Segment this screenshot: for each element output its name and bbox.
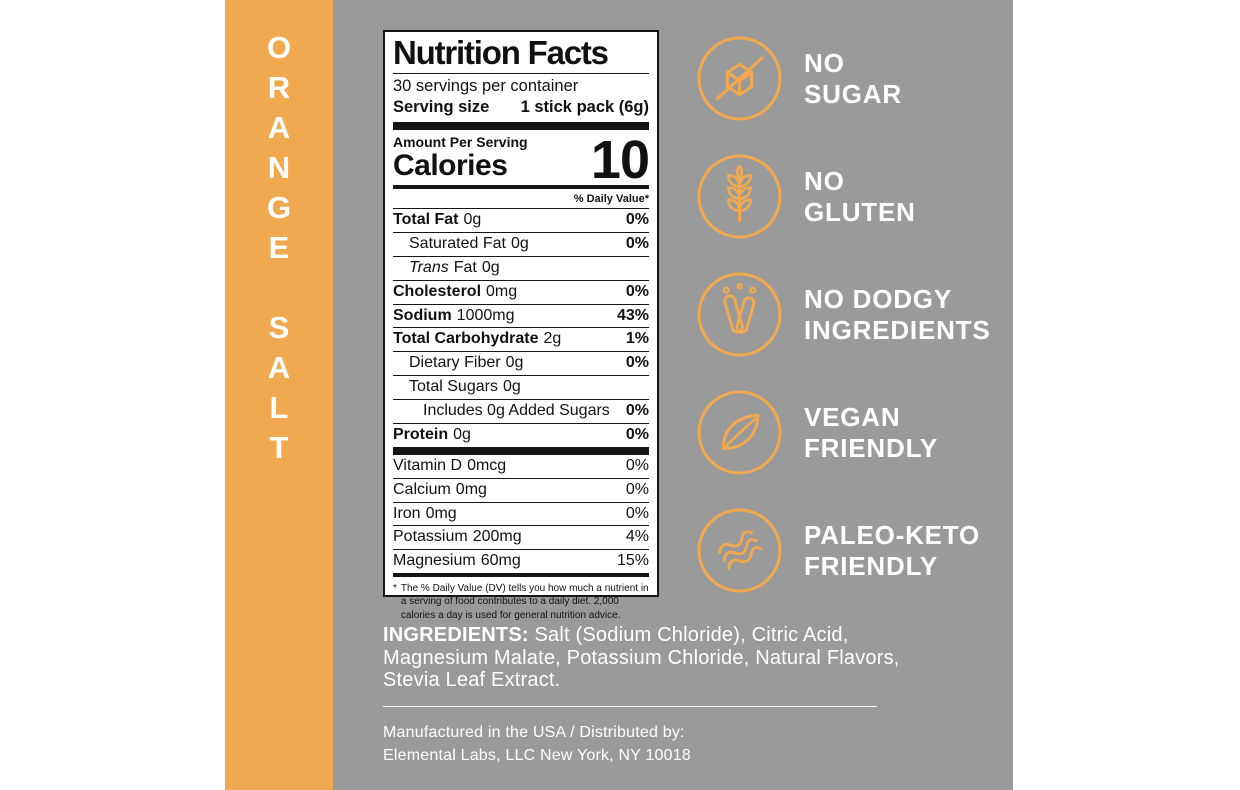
claim-badges: NO SUGAR NO GLUTEN: [697, 36, 990, 626]
flavor-name: ORANGE SALT: [261, 30, 297, 470]
no-dodgy-ingredients-icon: [697, 272, 782, 357]
paleo-keto-bacon-icon: [697, 508, 782, 593]
divider-line: [383, 706, 877, 707]
ingredients-text: INGREDIENTS: Salt (Sodium Chloride), Cit…: [383, 624, 900, 692]
footnote-asterisk: *: [393, 583, 397, 595]
nutrition-row-sodium: Sodium 1000mg 43%: [393, 305, 649, 329]
manufactured-line: Manufactured in the USA / Distributed by…: [383, 724, 685, 741]
badge-no-gluten: NO GLUTEN: [697, 154, 990, 239]
nutrition-row-protein: Protein 0g 0%: [393, 425, 649, 443]
badge-no-dodgy-ingredients: NO DODGY INGREDIENTS: [697, 272, 990, 357]
nutrition-row-potassium: Potassium 200mg 4%: [393, 526, 649, 551]
nutrition-row-trans-fat: Trans Fat 0g: [393, 257, 649, 281]
nutrition-row-calcium: Calcium 0mg 0%: [393, 479, 649, 503]
thick-divider: [393, 121, 649, 130]
distributor-line: Elemental Labs, LLC New York, NY 10018: [383, 747, 691, 765]
nutrition-row-dietary-fiber: Dietary Fiber 0g 0%: [393, 352, 649, 377]
medium-divider: [393, 573, 649, 578]
badge-label: NO GLUTEN: [804, 165, 916, 227]
flavor-stripe: ORANGE SALT: [225, 0, 333, 790]
badge-label: VEGAN FRIENDLY: [804, 401, 939, 463]
badge-no-sugar: NO SUGAR: [697, 36, 990, 121]
nutrition-row-iron: Iron 0mg 0%: [393, 503, 649, 527]
nutrition-row-total-sugars: Total Sugars 0g: [393, 376, 649, 401]
serving-size-label: Serving size: [393, 97, 490, 116]
nutrition-row-magnesium: Magnesium 60mg 15%: [393, 552, 649, 570]
nutrition-title: Nutrition Facts: [393, 35, 649, 74]
badge-vegan-friendly: VEGAN FRIENDLY: [697, 390, 990, 475]
daily-value-header: % Daily Value*: [393, 189, 649, 210]
nutrition-row-saturated-fat: Saturated Fat 0g 0%: [393, 233, 649, 257]
no-gluten-icon: [697, 154, 782, 239]
calories-block: Amount Per Serving Calories 10: [393, 129, 650, 190]
calories-value: 10: [590, 129, 650, 190]
ingredients-label: INGREDIENTS:: [383, 624, 529, 646]
nutrition-row-cholesterol: Cholesterol 0mg 0%: [393, 281, 649, 305]
badge-label: PALEO-KETO FRIENDLY: [804, 519, 981, 581]
badge-label: NO SUGAR: [804, 47, 902, 109]
vegan-leaf-icon: [697, 390, 782, 475]
thick-divider: [393, 446, 649, 455]
nutrition-row-vitamin-d: Vitamin D 0mcg 0%: [393, 455, 649, 479]
medium-divider: [393, 185, 649, 190]
amount-per-serving-label: Amount Per Serving: [393, 133, 528, 150]
calories-label: Calories: [393, 149, 508, 183]
servings-per-container: 30 servings per container: [393, 76, 579, 95]
distribution-info: Manufactured in the USA / Distributed by…: [383, 721, 691, 767]
daily-value-footnote: * The % Daily Value (DV) tells you how m…: [393, 583, 649, 621]
nutrition-row-total-carbohydrate: Total Carbohydrate 2g 1%: [393, 328, 649, 353]
nutrition-row-added-sugars: Includes 0g Added Sugars 0%: [393, 400, 649, 424]
badge-paleo-keto-friendly: PALEO-KETO FRIENDLY: [697, 508, 990, 593]
badge-label: NO DODGY INGREDIENTS: [804, 283, 991, 345]
no-sugar-icon: [697, 36, 782, 121]
serving-size-value: 1 stick pack (6g): [520, 97, 649, 116]
nutrition-row-total-fat: Total Fat 0g 0%: [393, 209, 649, 233]
serving-size-row: Serving size 1 stick pack (6g): [393, 97, 649, 122]
nutrition-facts-panel: Nutrition Facts 30 servings per containe…: [383, 30, 659, 621]
